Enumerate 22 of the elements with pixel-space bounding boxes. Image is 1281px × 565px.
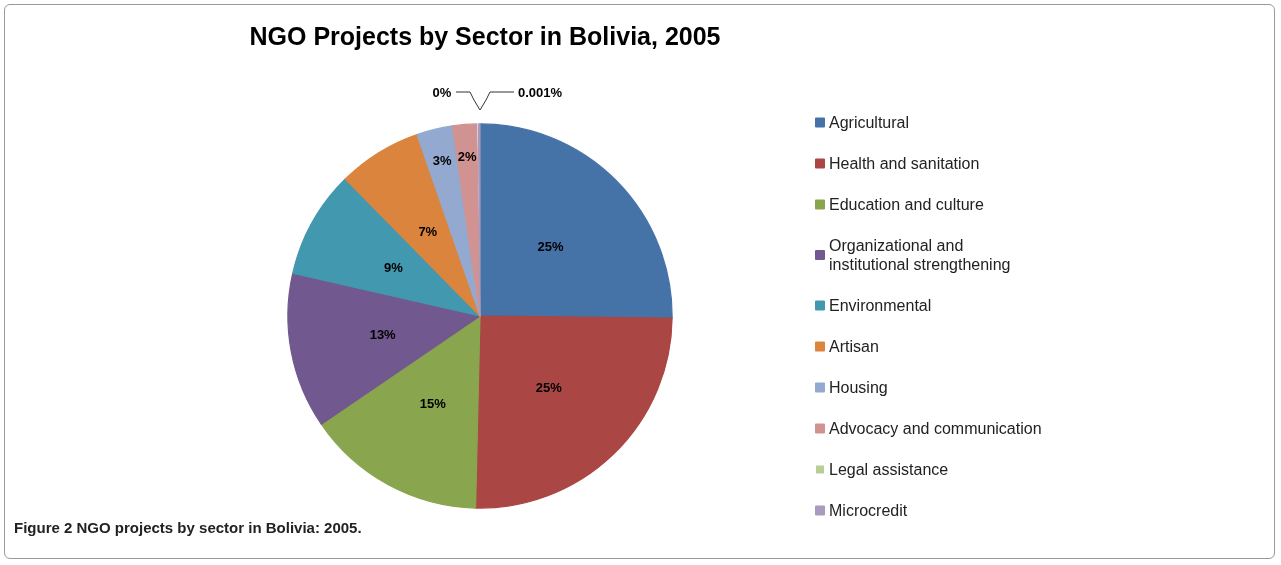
data-label: 13%	[369, 326, 397, 342]
legend-label: Health and sanitation	[829, 155, 980, 172]
legend-label: Artisan	[829, 338, 879, 355]
chart-title: NGO Projects by Sector in Bolivia, 2005	[249, 21, 721, 50]
data-label: 2%	[457, 149, 477, 165]
legend-label: Housing	[829, 379, 888, 396]
legend-label: Agricultural	[829, 114, 910, 131]
data-label: 15%	[419, 395, 447, 411]
text: 0%	[432, 84, 452, 100]
legend-label: Microcredit	[829, 502, 908, 519]
data-label: 25%	[537, 238, 564, 254]
data-label: 9%	[384, 260, 404, 276]
legend-label: Environmental	[829, 297, 932, 314]
caption: Figure 2 NGO projects by sector in Bolivia: 2005.	[14, 519, 362, 536]
legend-label: Advocacy and communication	[829, 420, 1042, 437]
data-label: 25%	[535, 379, 563, 395]
data-label: 0.001%	[517, 84, 563, 100]
legend-label: Organizational and institutional strengthening	[829, 237, 1011, 273]
data-label: 7%	[418, 224, 438, 240]
legend-label: Education and culture	[829, 196, 984, 213]
legend-label: Legal assistance	[829, 461, 949, 478]
data-label: 3%	[432, 153, 452, 169]
